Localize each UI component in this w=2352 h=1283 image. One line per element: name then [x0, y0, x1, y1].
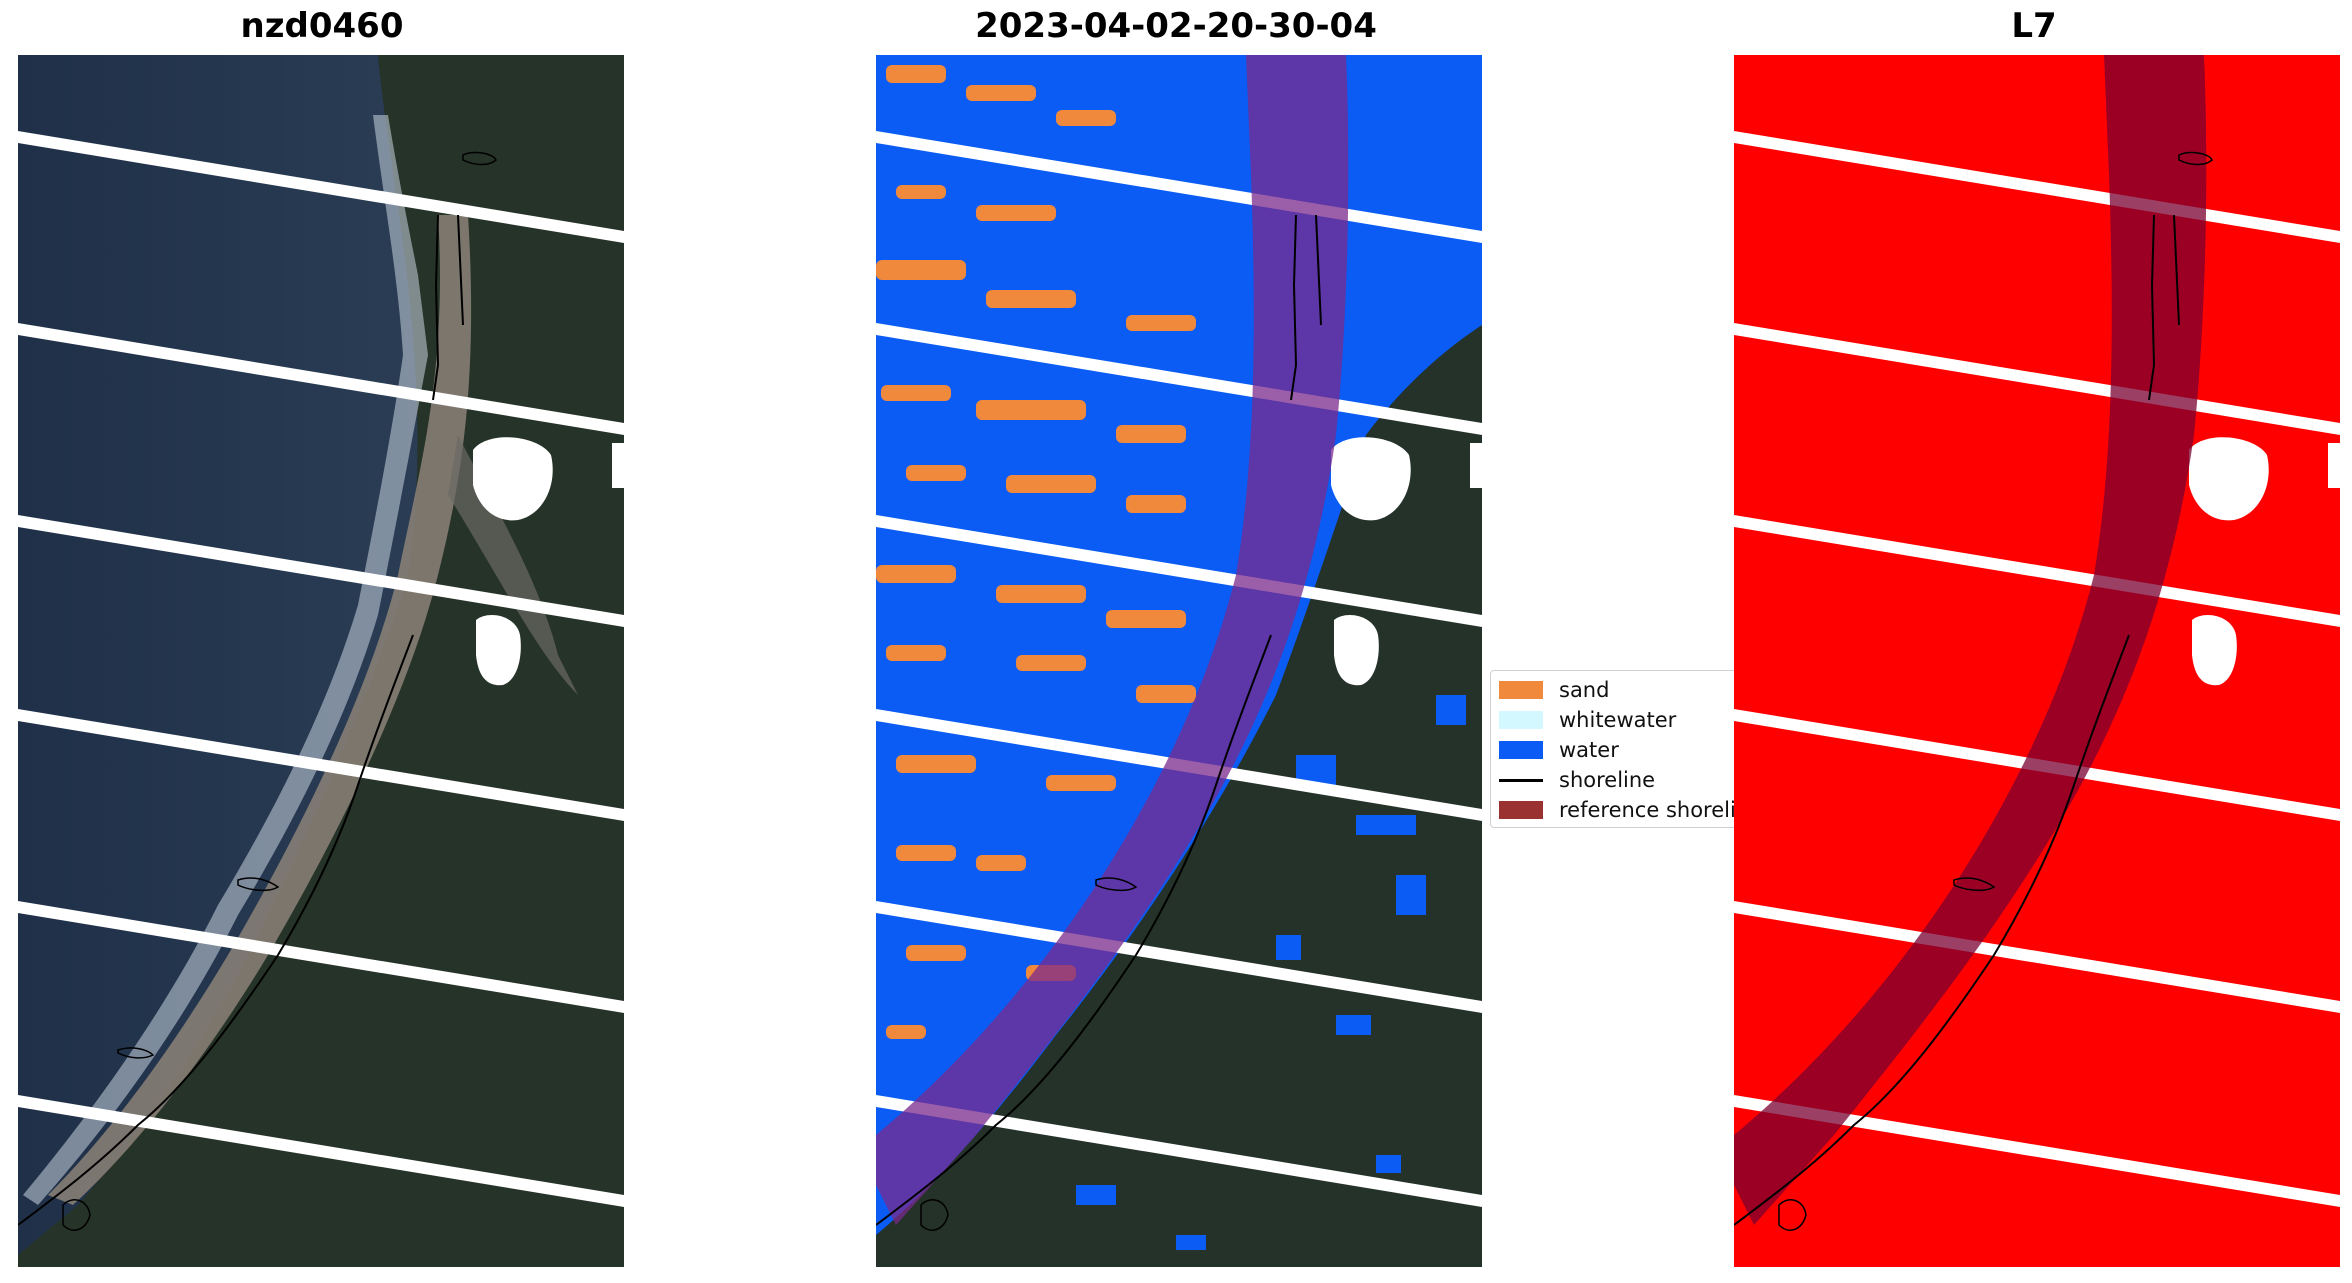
legend-item-shoreline: shoreline — [1499, 767, 1655, 793]
legend-item-water: water — [1499, 737, 1619, 763]
legend-label: shoreline — [1559, 768, 1656, 792]
water-swatch — [1499, 741, 1543, 759]
satellite-image-panel — [18, 55, 624, 1267]
panel-title-left: nzd0460 — [240, 6, 404, 46]
legend-label: water — [1559, 738, 1619, 762]
legend-item-reference-shoreline: reference shoreli — [1499, 797, 1736, 823]
mask-image — [1734, 55, 2340, 1267]
legend-item-whitewater: whitewater — [1499, 707, 1676, 733]
classification-image — [876, 55, 1482, 1267]
reference-shoreline-swatch — [1499, 801, 1543, 819]
sand-swatch — [1499, 681, 1543, 699]
panel-title-middle: 2023-04-02-20-30-04 — [975, 6, 1377, 46]
whitewater-swatch — [1499, 711, 1543, 729]
shoreline-line-icon — [1499, 778, 1543, 782]
legend-label: reference shoreli — [1559, 798, 1736, 822]
legend-label: whitewater — [1559, 708, 1677, 732]
panel-title-right: L7 — [2011, 6, 2057, 46]
classification-panel — [876, 55, 1482, 1267]
legend-item-sand: sand — [1499, 677, 1609, 703]
legend: sand whitewater water shoreline referenc… — [1490, 670, 1740, 828]
satellite-image — [18, 55, 624, 1267]
legend-label: sand — [1559, 678, 1610, 702]
mask-panel — [1734, 55, 2340, 1267]
